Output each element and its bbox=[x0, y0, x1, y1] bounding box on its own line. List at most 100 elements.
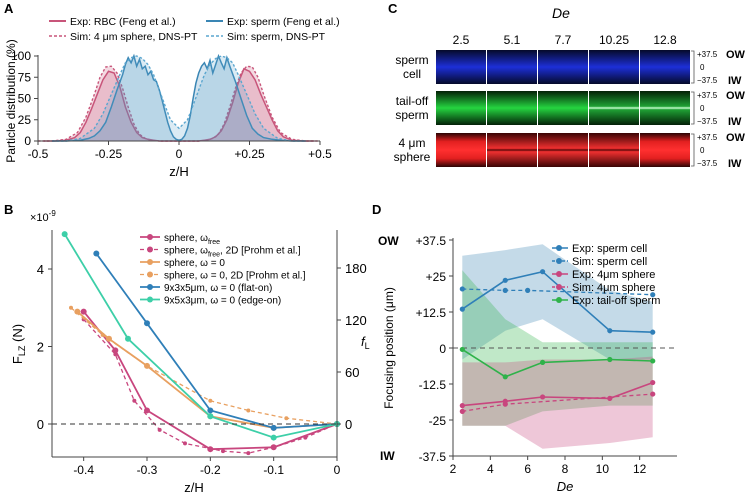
d-point bbox=[459, 403, 465, 409]
panel-a-label: A bbox=[4, 1, 14, 16]
c-channel-image bbox=[589, 50, 639, 84]
panel-d-ylabel: Focusing position (μm) bbox=[382, 287, 396, 409]
c-iw-label: IW bbox=[728, 158, 742, 170]
b-point bbox=[246, 408, 251, 413]
d-legend-text: Sim: sperm cell bbox=[572, 256, 647, 268]
d-legend-text: Exp: tail-off sperm bbox=[572, 295, 660, 307]
c-column-label: 2.5 bbox=[453, 33, 470, 47]
panel-b-multiplier: ×10-9 bbox=[30, 209, 56, 224]
d-band-green bbox=[462, 270, 653, 426]
a-ytick-label: 0 bbox=[24, 134, 31, 148]
d-xtick-label: 8 bbox=[562, 462, 569, 476]
c-scale-mid: 0 bbox=[700, 146, 705, 155]
d-point bbox=[650, 379, 656, 386]
c-row-label: sphere bbox=[394, 150, 431, 164]
b-point bbox=[271, 445, 276, 450]
panel-a-ylabel: Particle distribution (%) bbox=[4, 39, 18, 162]
series-exp-sperm-feng-et-al-line bbox=[52, 53, 306, 142]
panel-a: A -0.5 -0.25 0 +0.25 +0.5 0 25 50 75 100 z/H Part… bbox=[4, 1, 340, 179]
panel-b-ylabel-left: FLZ (N) bbox=[10, 324, 27, 364]
c-channel-image bbox=[436, 133, 486, 167]
a-ytick-label: 25 bbox=[18, 113, 32, 127]
c-channel-image bbox=[640, 91, 690, 125]
panel-c-columns: 2.5 5.1 7.7 10.25 12.8 bbox=[453, 33, 677, 47]
b-xtick-label: 0 bbox=[334, 463, 341, 477]
b-xtick-label: -0.1 bbox=[263, 463, 284, 477]
d-point bbox=[459, 286, 465, 292]
c-column-label: 7.7 bbox=[555, 33, 572, 47]
b-point bbox=[125, 335, 131, 342]
b-ytick-label: 0 bbox=[37, 417, 44, 432]
d-series-sim-sperm-cell bbox=[462, 288, 653, 296]
c-channel-image bbox=[436, 50, 486, 84]
a-xtick-label: -0.5 bbox=[28, 147, 49, 161]
b-ytick-label: 2 bbox=[37, 340, 44, 355]
b-point bbox=[144, 407, 150, 414]
c-ow-label: OW bbox=[726, 90, 746, 102]
panel-d-series bbox=[459, 269, 656, 414]
b-point bbox=[303, 435, 308, 440]
d-point bbox=[525, 287, 531, 293]
c-channel-image bbox=[538, 133, 588, 167]
d-point bbox=[459, 346, 465, 353]
d-ytick-label: -12.5 bbox=[419, 378, 447, 392]
b-point bbox=[61, 231, 68, 238]
panel-d-ow-label: OW bbox=[378, 234, 399, 248]
d-legend-marker bbox=[556, 245, 562, 251]
panel-b-xlabel: z/H bbox=[184, 480, 204, 495]
c-channel-image bbox=[487, 133, 537, 167]
c-column-label: 10.25 bbox=[599, 33, 629, 47]
d-point bbox=[502, 374, 508, 380]
c-row-label: 4 μm bbox=[399, 136, 426, 150]
b-xtick-label: -0.4 bbox=[73, 463, 94, 477]
c-column-label: 5.1 bbox=[504, 33, 521, 47]
b-point bbox=[284, 416, 289, 421]
b-series-sphere-0-2d-prohm-et-al bbox=[70, 307, 338, 425]
panel-a-series bbox=[38, 53, 320, 142]
b-legend-marker bbox=[147, 259, 153, 265]
b-point bbox=[69, 305, 73, 310]
d-point bbox=[607, 356, 613, 363]
c-scale-top: +37.5 bbox=[697, 133, 718, 142]
panel-d-ticks: 2 4 6 8 10 12 +37.5 +25 +12.5 0 -12.5 -25 -37.5 bbox=[416, 234, 647, 476]
c-channel-image bbox=[640, 50, 690, 84]
a-ytick-label: 75 bbox=[18, 70, 32, 84]
b-xtick-label: -0.3 bbox=[137, 463, 158, 477]
d-point bbox=[607, 328, 613, 334]
b-y2tick-label: 0 bbox=[345, 417, 352, 432]
d-point bbox=[540, 359, 546, 365]
c-channel-image bbox=[487, 91, 537, 125]
panel-d: D 2 4 6 8 10 12 +37.5 +25 +12.5 0 -12.5 -25 -37.5 OW… bbox=[372, 202, 677, 494]
b-point bbox=[270, 434, 277, 441]
b-point bbox=[221, 449, 225, 454]
c-row-label: tail-off bbox=[396, 94, 429, 108]
c-channel-image bbox=[589, 91, 639, 125]
c-scale-top: +37.5 bbox=[697, 91, 718, 100]
b-legend-text: sphere, ωfree, 2D [Prohm et al.] bbox=[164, 246, 301, 259]
b-y2tick-label: 60 bbox=[345, 365, 359, 380]
d-point bbox=[459, 408, 465, 414]
series-exp-rbc-feng-et-al-area bbox=[43, 68, 315, 141]
b-point bbox=[208, 398, 213, 403]
c-scale-bot: −37.5 bbox=[697, 159, 718, 168]
d-point bbox=[540, 394, 546, 400]
panel-d-label: D bbox=[372, 202, 381, 217]
d-point bbox=[650, 391, 656, 397]
b-legend-marker bbox=[147, 296, 153, 303]
b-series-sphere-free bbox=[83, 311, 338, 451]
b-point bbox=[80, 308, 87, 315]
b-legend-marker bbox=[147, 234, 153, 240]
b-series-sphere-free-2d-prohm-et-al bbox=[83, 318, 338, 454]
b-point bbox=[183, 441, 187, 446]
b-series-sphere-0 bbox=[76, 310, 338, 429]
a-xtick-label: 0 bbox=[176, 147, 183, 161]
d-xtick-label: 10 bbox=[596, 462, 610, 476]
d-legend-marker bbox=[556, 284, 562, 290]
b-ytick-label: 4 bbox=[37, 262, 44, 277]
panel-b: B ×10-9 -0.4 -0.3 -0.2 -0.1 0 0 2 4 0 60 120 180 z/… bbox=[4, 202, 370, 495]
series-sim-sperm-dns-pt-area bbox=[52, 56, 306, 141]
b-point bbox=[144, 320, 150, 327]
a-xtick-label: +0.5 bbox=[308, 147, 332, 161]
c-channel-image bbox=[640, 133, 690, 167]
